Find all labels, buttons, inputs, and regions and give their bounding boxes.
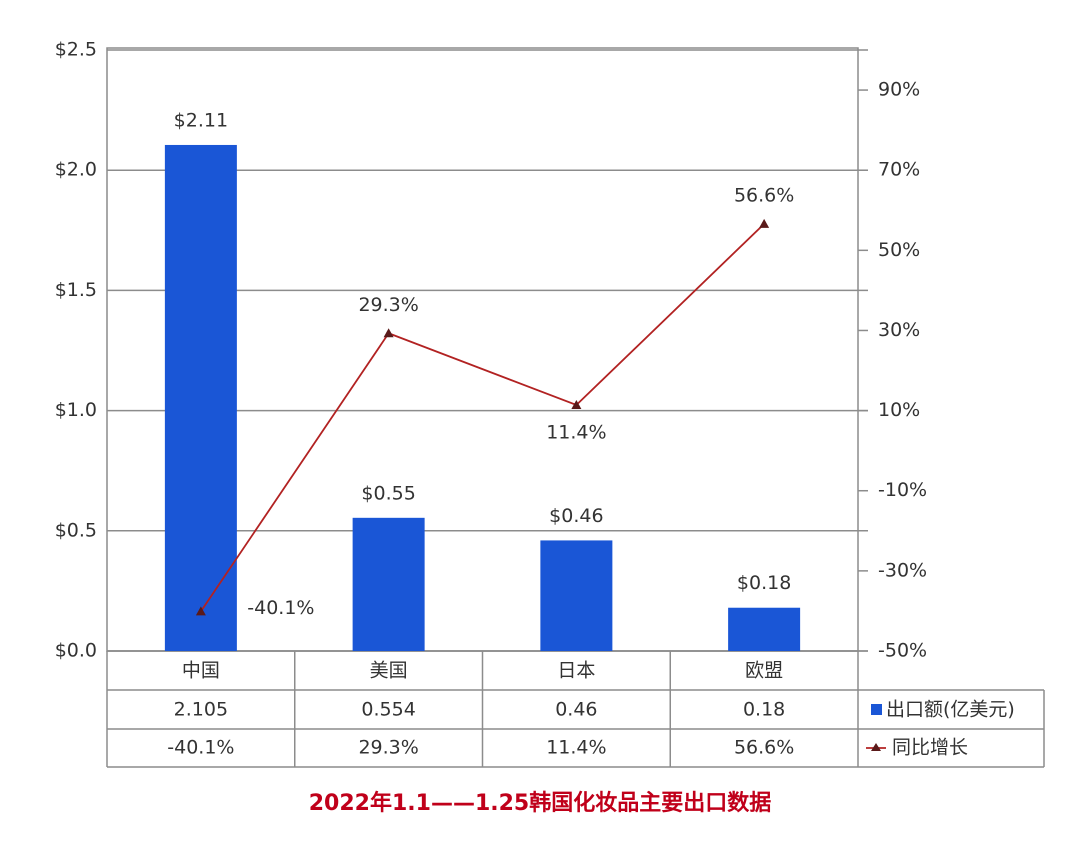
line-marker [383, 328, 394, 338]
table-cell: 0.46 [555, 699, 597, 721]
y2-tick-label: -30% [878, 559, 927, 581]
legend-label: 同比增长 [892, 737, 968, 759]
bar [352, 517, 425, 651]
line-marker [195, 606, 206, 616]
bar-value-label: $0.46 [549, 505, 603, 527]
x-tick-label: 中国 [182, 660, 220, 682]
table-cell: -40.1% [167, 737, 234, 759]
line-value-label: 56.6% [734, 184, 794, 206]
x-tick-label: 美国 [370, 660, 408, 682]
y-tick-label: $0.5 [55, 519, 97, 541]
bar [540, 540, 613, 651]
legend-swatch [871, 704, 882, 715]
legend-swatch [871, 743, 881, 751]
y2-tick-label: -10% [878, 479, 927, 501]
bar [164, 144, 237, 651]
line-marker [759, 218, 770, 228]
y-tick-label: $0.0 [55, 640, 97, 662]
table-cell: 0.18 [743, 699, 785, 721]
table-cell: 0.554 [361, 699, 415, 721]
x-tick-label: 日本 [557, 660, 595, 682]
x-tick-label: 欧盟 [745, 660, 783, 682]
y2-tick-label: 10% [878, 399, 920, 421]
y2-tick-label: -50% [878, 640, 927, 662]
table-cell: 56.6% [734, 737, 794, 759]
line [200, 223, 765, 612]
line-value-label: -40.1% [247, 597, 314, 619]
line-value-label: 29.3% [358, 294, 418, 316]
legend-label: 出口额(亿美元) [886, 699, 1015, 721]
line-value-label: 11.4% [546, 421, 606, 443]
y-tick-label: $2.0 [55, 159, 97, 181]
y2-tick-label: 30% [878, 319, 920, 341]
y2-tick-label: 90% [878, 79, 920, 101]
chart-title: 2022年1.1——1.25韩国化妆品主要出口数据 [309, 790, 771, 816]
table-cell: 11.4% [546, 737, 606, 759]
bar [728, 607, 801, 651]
bar-value-label: $0.18 [737, 572, 791, 594]
y2-tick-label: 70% [878, 159, 920, 181]
table-cell: 29.3% [358, 737, 418, 759]
table-cell: 2.105 [174, 699, 228, 721]
y-tick-label: $1.5 [55, 279, 97, 301]
bar-value-label: $0.55 [361, 482, 415, 504]
y2-tick-label: 50% [878, 239, 920, 261]
y-tick-label: $1.0 [55, 399, 97, 421]
y-tick-label: $2.5 [55, 39, 97, 61]
line-marker [571, 399, 582, 409]
bar-value-label: $2.11 [174, 109, 228, 131]
